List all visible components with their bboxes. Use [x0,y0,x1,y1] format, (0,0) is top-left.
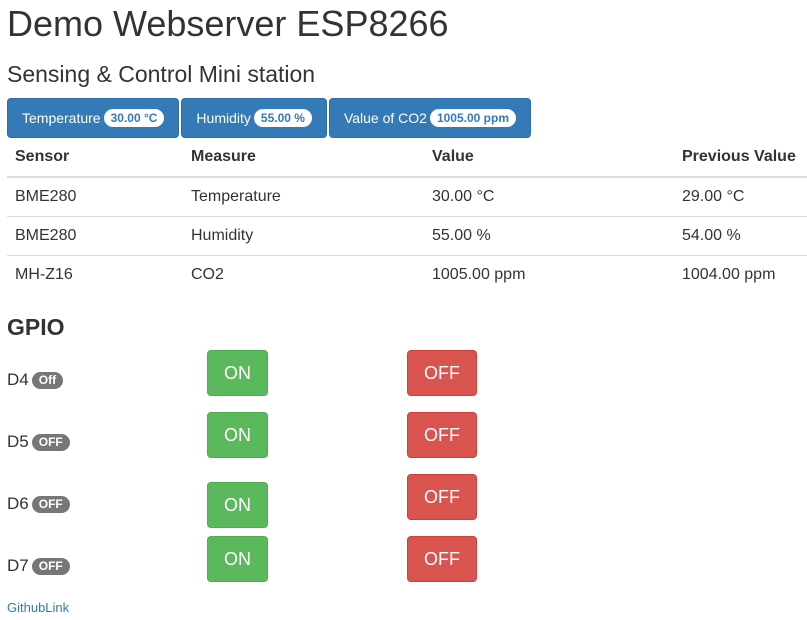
d7-off-button[interactable]: OFF [407,536,477,582]
cell-sensor: BME280 [7,177,183,217]
github-link[interactable]: GithubLink [7,600,70,615]
table-row: MH-Z16 CO2 1005.00 ppm 1004.00 ppm [7,255,807,294]
table-row: BME280 Temperature 30.00 °C 29.00 °C [7,177,807,217]
pill-label: Value of CO2 [343,110,427,126]
cell-previous-value: 54.00 % [674,216,807,256]
pin-state-badge: OFF [31,495,70,513]
table-header-row: Sensor Measure Value Previous Value [7,137,807,178]
co2-badge: 1005.00 ppm [429,109,516,127]
pill-label: Temperature [22,110,101,126]
cell-sensor: BME280 [7,216,183,256]
pill-temperature[interactable]: Temperature 30.00 °C [7,98,180,138]
pin-name: D6 [7,494,29,513]
cell-measure: Temperature [183,177,424,217]
gpio-title: GPIO [7,314,65,340]
header-sensor: Sensor [7,137,183,178]
pin-state-badge: OFF [31,433,70,451]
header-measure: Measure [183,137,424,178]
pin-state-badge: Off [31,371,64,389]
cell-measure: Humidity [183,216,424,256]
d4-off-button[interactable]: OFF [407,350,477,396]
pill-humidity[interactable]: Humidity 55.00 % [181,98,327,138]
header-previous-value: Previous Value [674,137,807,178]
gpio-label-d7: D7 OFF [7,556,70,576]
sensor-table: Sensor Measure Value Previous Value BME2… [7,137,807,294]
d5-on-button[interactable]: ON [207,412,268,458]
summary-pills: Temperature 30.00 °C Humidity 55.00 % Va… [7,98,531,138]
pin-state-badge: OFF [31,557,70,575]
pin-name: D7 [7,556,29,575]
cell-sensor: MH-Z16 [15,265,73,283]
cell-value: 30.00 °C [424,177,674,217]
pin-name: D5 [7,432,29,451]
d7-on-button[interactable]: ON [207,536,268,582]
page-subtitle: Sensing & Control Mini station [7,61,316,87]
pill-co2[interactable]: Value of CO2 1005.00 ppm [328,98,531,138]
gpio-label-d6: D6 OFF [7,494,70,514]
humidity-badge: 55.00 % [253,109,312,127]
header-value: Value [424,137,674,178]
d5-off-button[interactable]: OFF [407,412,477,458]
table-row: BME280 Humidity 55.00 % 54.00 % [7,216,807,256]
gpio-label-d4: D4 Off [7,370,64,390]
cell-value: 55.00 % [424,216,674,256]
cell-previous-value: 1004.00 ppm [682,265,776,283]
pill-label: Humidity [196,110,251,126]
cell-measure: CO2 [191,265,224,283]
d6-on-button[interactable]: ON [207,482,268,528]
pin-name: D4 [7,370,29,389]
cell-previous-value: 29.00 °C [674,177,807,217]
gpio-label-d5: D5 OFF [7,432,70,452]
page-title: Demo Webserver ESP8266 [7,3,449,44]
d4-on-button[interactable]: ON [207,350,268,396]
temperature-badge: 30.00 °C [103,109,165,127]
cell-value: 1005.00 ppm [432,265,526,283]
d6-off-button[interactable]: OFF [407,474,477,520]
